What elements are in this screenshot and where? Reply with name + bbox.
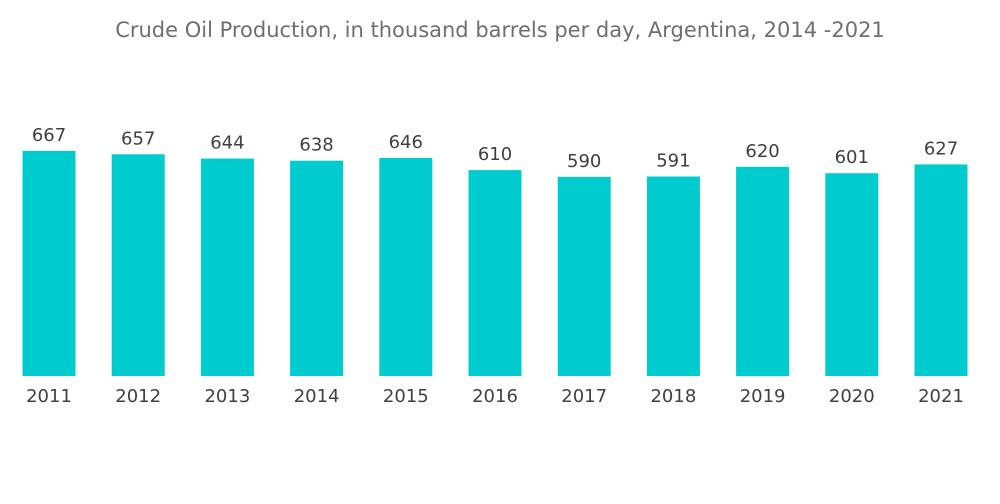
x-tick-label-2020: 2020 (829, 386, 875, 407)
data-label-2013: 644 (210, 133, 244, 154)
bar-2013 (200, 158, 254, 376)
bar-2021 (914, 164, 968, 376)
data-label-2015: 646 (389, 132, 423, 153)
data-label-2019: 620 (745, 141, 779, 162)
x-tick-label-2021: 2021 (918, 386, 964, 407)
bar-2018 (646, 176, 700, 376)
bar-2016 (468, 170, 522, 376)
x-tick-label-2016: 2016 (472, 386, 518, 407)
data-label-2016: 610 (478, 144, 512, 165)
data-label-2021: 627 (924, 138, 958, 159)
data-label-2020: 601 (835, 147, 869, 168)
data-label-2014: 638 (299, 135, 333, 156)
data-label-2018: 591 (656, 151, 690, 172)
x-tick-label-2015: 2015 (383, 386, 429, 407)
x-tick-label-2013: 2013 (204, 386, 250, 407)
x-tick-label-2017: 2017 (561, 386, 607, 407)
x-tick-label-2012: 2012 (115, 386, 161, 407)
bar-2012 (111, 154, 165, 376)
bars-group (22, 150, 968, 377)
data-label-2011: 667 (32, 125, 66, 146)
x-tick-label-2019: 2019 (740, 386, 786, 407)
bar-2019 (736, 166, 790, 377)
x-tick-label-2011: 2011 (26, 386, 72, 407)
x-tick-label-2018: 2018 (650, 386, 696, 407)
chart-title: Crude Oil Production, in thousand barrel… (115, 18, 885, 42)
bar-2020 (825, 173, 879, 376)
bar-2014 (290, 160, 344, 376)
bar-2011 (22, 150, 76, 376)
x-axis-ticks-group: 2011 2012 2013 2014 2015 2016 2017 2018 2019 2020… (26, 386, 964, 407)
bar-2017 (557, 176, 611, 376)
x-tick-label-2014: 2014 (294, 386, 340, 407)
data-label-2017: 590 (567, 151, 601, 172)
bar-2015 (379, 158, 433, 376)
value-labels-group: 667 657 644 638 646 610 590 591 620 601 627 (32, 125, 958, 172)
data-label-2012: 657 (121, 128, 155, 149)
